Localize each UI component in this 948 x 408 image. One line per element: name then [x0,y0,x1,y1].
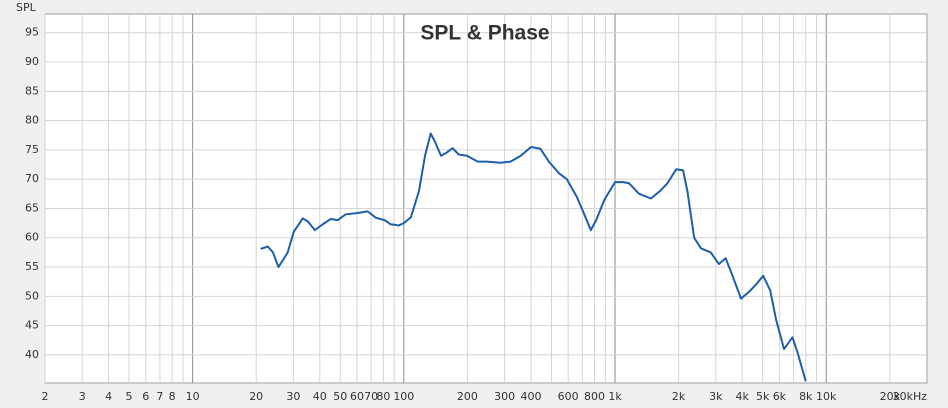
x-tick-label: 30kHz [893,390,928,403]
x-tick-label: 600 [558,390,579,403]
x-tick-label: 5 [126,390,133,403]
x-tick-label: 10k [816,390,837,403]
x-tick-label: 7 [156,390,163,403]
y-axis-label: SPL [16,1,37,14]
spl-curve [260,132,807,382]
x-tick-label: 800 [584,390,605,403]
x-tick-label: 400 [520,390,541,403]
x-tick-label: 30 [286,390,300,403]
y-tick-label: 45 [25,319,39,332]
x-tick-label: 5k [756,390,770,403]
x-tick-label: 8 [169,390,176,403]
y-tick-label: 70 [25,172,39,185]
y-tick-label: 55 [25,260,39,273]
plot-area [44,13,928,384]
x-tick-label: 4k [735,390,749,403]
x-tick-label: 6k [773,390,787,403]
x-tick-label: 80 [376,390,390,403]
x-tick-label: 50 [333,390,347,403]
y-tick-label: 65 [25,201,39,214]
x-tick-label: 100 [393,390,414,403]
x-tick-label: 8k [799,390,813,403]
y-tick-label: 60 [25,231,39,244]
x-tick-label: 3k [709,390,723,403]
x-tick-label: 1k [608,390,622,403]
x-tick-label: 2 [42,390,49,403]
y-tick-label: 75 [25,143,39,156]
y-tick-label: 95 [25,26,39,39]
x-tick-label: 6 [142,390,149,403]
x-tick-label: 40 [313,390,327,403]
x-tick-label: 200 [457,390,478,403]
y-tick-label: 85 [25,84,39,97]
x-tick-label: 10 [186,390,200,403]
chart-title: SPL & Phase [420,22,549,45]
x-tick-label: 60 [350,390,364,403]
x-tick-label: 2k [672,390,686,403]
y-tick-label: 40 [25,348,39,361]
x-tick-label: 20k [880,390,901,403]
x-tick-label: 3 [79,390,86,403]
x-tick-label: 300 [494,390,515,403]
y-tick-label: 50 [25,289,39,302]
y-tick-label: 90 [25,55,39,68]
x-tick-label: 20 [249,390,263,403]
y-tick-label: 80 [25,114,39,127]
x-tick-label: 70 [364,390,378,403]
x-tick-label: 4 [105,390,112,403]
